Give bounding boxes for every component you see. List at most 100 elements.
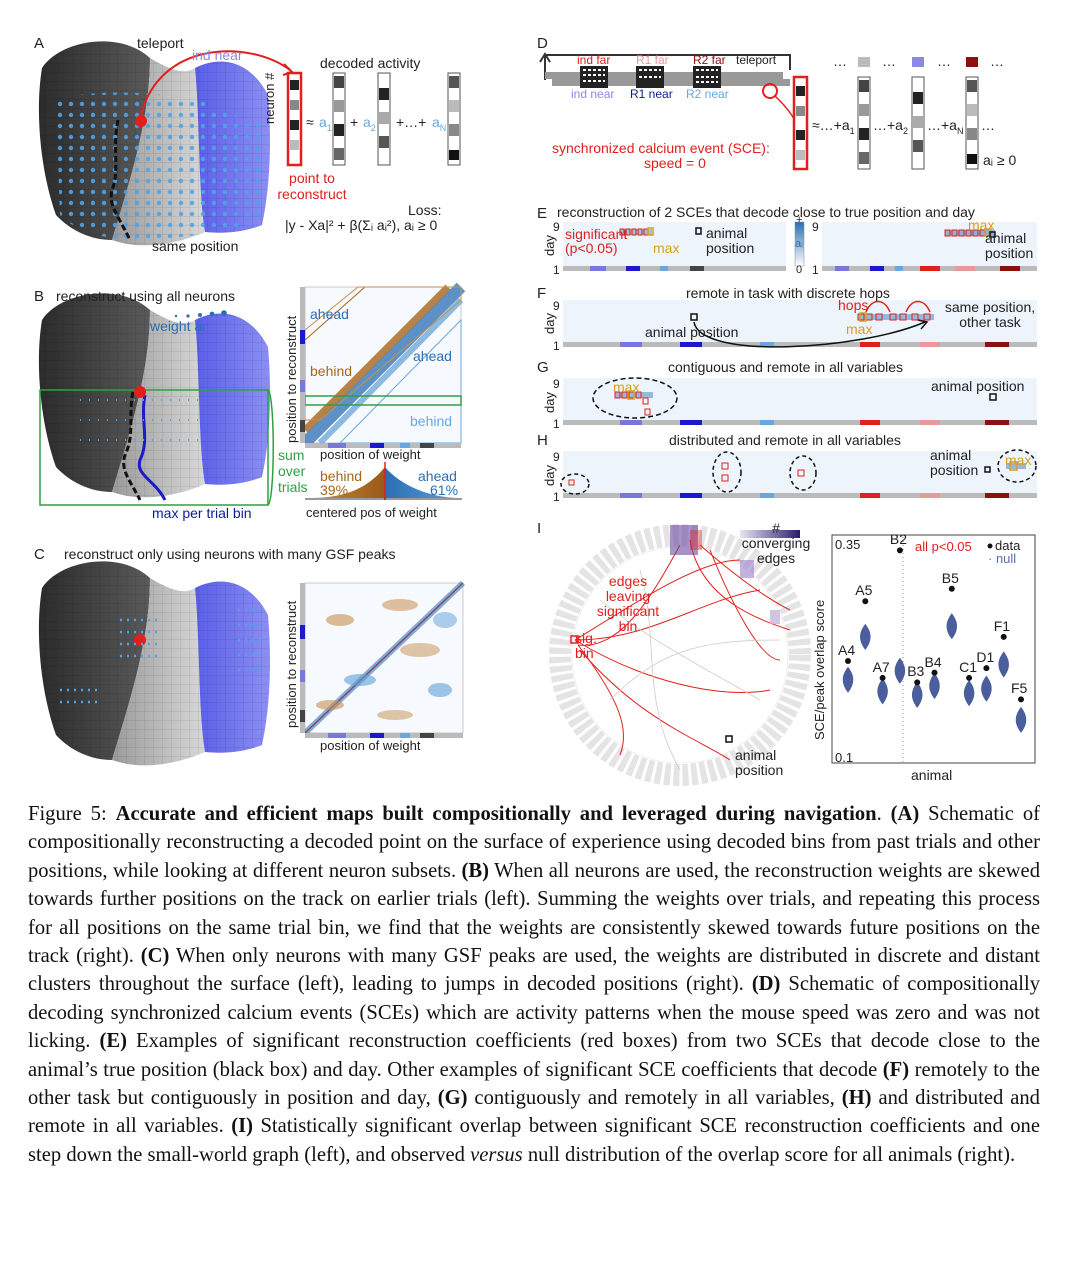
data-point-B2: [896, 547, 903, 554]
small-world-graph: [549, 524, 811, 786]
d-teleport-label: teleport: [736, 53, 777, 67]
sig-bin-label: sig. bin: [575, 630, 597, 661]
i-y-min: 0.1: [835, 750, 854, 765]
panel-letter-e: E: [537, 205, 548, 222]
d-ind-near-label: ind near: [571, 87, 615, 101]
animal-label-A5: A5: [855, 582, 873, 599]
caption-d-label: (D): [751, 973, 781, 996]
panel-e-title: reconstruction of 2 SCEs that decode clo…: [557, 204, 975, 220]
colorbar-0: 0: [796, 264, 803, 276]
e-day-axis: day: [542, 235, 557, 256]
f-day-9: 9: [553, 299, 560, 313]
panel-letter-b: B: [34, 288, 45, 305]
animal-label-F1: F1: [993, 617, 1011, 634]
g-day-axis: day: [542, 392, 557, 413]
e-max-label: max: [653, 240, 680, 256]
decoded-activity-label: decoded activity: [320, 55, 421, 71]
panel-letter-a: A: [34, 35, 45, 52]
coef-an: aN: [432, 114, 447, 133]
caption-e-label: (E): [99, 1030, 127, 1053]
h-animal-position-label: animal position: [930, 447, 979, 478]
behind-right-label: behind: [410, 413, 453, 429]
e-right-animal-label: animal position: [985, 230, 1034, 261]
f-max-label: max: [846, 321, 873, 337]
ind-far-label: ind far: [577, 53, 611, 67]
i-x-axis-label: animal: [911, 767, 953, 783]
g-max-label: max: [613, 379, 640, 395]
i-y-max: 0.35: [835, 537, 861, 552]
h-day-axis: day: [542, 465, 557, 486]
centered-pos-label: centered pos of weight: [306, 505, 437, 520]
loss-formula: |y - Xa|² + β(Σᵢ aᵢ²), aᵢ ≥ 0: [285, 217, 438, 233]
animal-label-A4: A4: [838, 641, 856, 658]
d-sum-a1: ≈…+a1: [812, 117, 855, 136]
surface-b: [38, 293, 274, 506]
null-violin-B2: [894, 657, 906, 684]
null-violin-A7: [877, 678, 888, 705]
e-right-day-1: 1: [812, 263, 819, 277]
violin-plot: [831, 534, 1036, 764]
heatmaps-e: [563, 221, 1037, 271]
data-point-A7: [879, 674, 886, 681]
converging-edges-label: # converging edges: [741, 520, 811, 566]
c-y-axis-label: position to reconstruct: [284, 600, 299, 728]
null-violin-C1: [963, 680, 975, 707]
same-position-other-task-label: same position, other task: [944, 299, 1036, 330]
r2-far-label: R2 far: [693, 53, 726, 67]
caption-fig: Figure 5:: [28, 803, 116, 825]
d-sum-an: …+aN: [927, 117, 964, 136]
legend-data-label: data: [995, 538, 1021, 553]
teleport-label: teleport: [137, 35, 184, 51]
figure-graphics: [38, 41, 1037, 786]
caption-title: Accurate and efficient maps built compos…: [115, 803, 877, 825]
h-day-1: 1: [553, 490, 560, 504]
hops-label: hops: [838, 297, 869, 313]
panel-b-title: reconstruct using all neurons: [56, 288, 235, 304]
surface-a: [38, 41, 294, 246]
heatmap-b: [300, 282, 466, 448]
d-trailing-dots: …: [981, 117, 995, 133]
animal-label-C1: C1: [959, 658, 977, 675]
activity-columns-a: [286, 71, 461, 167]
behind-pct-label: behind: [320, 468, 363, 484]
null-violin-D1: [981, 675, 992, 702]
track-schematic-d: [539, 52, 979, 171]
i-y-axis-label: SCE/peak overlap score: [812, 599, 827, 740]
panel-letter-i: I: [537, 520, 542, 537]
d-sum-a2: …+a2: [873, 117, 908, 136]
f-animal-position-label: animal position: [645, 324, 739, 340]
d-constraint: aᵢ ≥ 0: [983, 152, 1017, 168]
f-day-1: 1: [553, 339, 560, 353]
data-point-F5: [1018, 696, 1024, 703]
animal-label-F5: F5: [1011, 680, 1028, 697]
caption-g-label: (G): [437, 1087, 468, 1110]
e-day-9: 9: [553, 220, 560, 234]
surface-c: [38, 561, 270, 766]
panel-letter-c: C: [34, 546, 45, 563]
ahead-pct-label: ahead: [418, 468, 457, 484]
data-point-B3: [914, 679, 921, 686]
panel-letter-g: G: [537, 359, 549, 376]
heatmap-f: [563, 300, 1037, 348]
legend-null-label: · null: [988, 551, 1017, 566]
data-point-B5: [948, 585, 955, 592]
sce-line2: speed = 0: [644, 155, 706, 171]
behind-pct-value: 39%: [320, 482, 349, 498]
weight-label: weight aᵢ: [150, 318, 205, 334]
c-x-axis-label: position of weight: [320, 738, 421, 753]
all-p-label: all p<0.05: [915, 539, 972, 554]
heatmap-c: [300, 580, 466, 738]
panel-g-title: contiguous and remote in all variables: [668, 359, 904, 375]
point-to-reconstruct-label: point to reconstruct: [277, 170, 347, 202]
ind-near-label: ind near: [192, 47, 243, 63]
behind-mid-label: behind: [310, 363, 353, 379]
p-value-label: (p<0.05): [565, 240, 618, 256]
panel-c-title: reconstruct only using neurons with many…: [64, 546, 396, 562]
null-violin-A5: [860, 623, 871, 650]
null-violin-B5: [946, 613, 958, 640]
panel-letter-d: D: [537, 35, 548, 52]
neuron-axis-label: neuron #: [262, 72, 277, 124]
panel-letter-f: F: [537, 285, 547, 302]
caption-a-label: (A): [890, 803, 920, 825]
animal-label-D1: D1: [976, 649, 995, 666]
